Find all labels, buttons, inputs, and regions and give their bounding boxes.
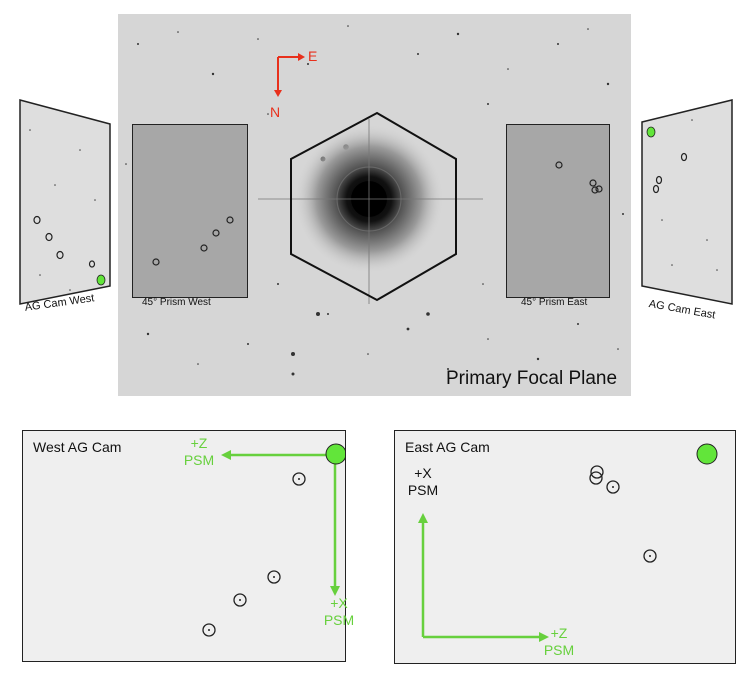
focal-plane-title: Primary Focal Plane (446, 368, 618, 389)
prism-west-label: 45° Prism West (142, 297, 211, 308)
star-circle (212, 229, 220, 237)
star-circle (45, 232, 53, 242)
west-ag-cam-panel: West AG Cam +Z PSM +X PSM (22, 430, 354, 662)
west-z-axis-label: +Z PSM (183, 435, 215, 468)
prism-east-label: 45° Prism East (521, 297, 588, 308)
star-circle (652, 184, 660, 194)
west-x-axis-label: +X PSM (323, 595, 355, 628)
star-circle (591, 186, 599, 194)
star-circle (589, 471, 603, 485)
star-circle (200, 244, 208, 252)
star-circle (589, 179, 597, 187)
prism-east-box (506, 124, 610, 298)
star-circle (56, 250, 64, 260)
green-marker-icon (96, 274, 106, 286)
green-marker-icon (696, 443, 718, 465)
star-field: E N (125, 25, 624, 376)
primary-focal-plane: E N 45° Prism West 45° Prism East Primar… (118, 14, 631, 396)
east-ag-cam-panel: East AG Cam +X PSM +Z PSM (394, 430, 736, 664)
compass-icon (274, 53, 305, 97)
compass-north-label: N (270, 104, 280, 120)
east-panel-title: East AG Cam (405, 439, 490, 455)
star-circle (88, 260, 96, 268)
star-circle (33, 215, 41, 225)
arrow-up-icon (418, 513, 428, 523)
star-circle (595, 185, 603, 193)
ag-cam-east-panel (641, 99, 733, 305)
green-marker-icon (646, 126, 656, 138)
ag-cam-west-panel (19, 99, 111, 305)
star-circle (606, 480, 620, 494)
west-panel-title: West AG Cam (33, 439, 122, 455)
arrow-right-icon (539, 632, 549, 642)
arrow-down-icon (330, 586, 340, 596)
star-circle (590, 465, 604, 479)
star-circle (233, 593, 247, 607)
east-z-axis-label: +Z PSM (543, 625, 575, 658)
star-circle (655, 175, 663, 185)
star-circle (292, 472, 306, 486)
star-circle (555, 161, 563, 169)
compass-east-label: E (308, 48, 317, 64)
star-circle (680, 152, 688, 162)
star-circle (202, 623, 216, 637)
arrow-left-icon (221, 450, 231, 460)
prism-west-box (132, 124, 248, 298)
star-circle (152, 258, 160, 266)
hexagon-outline (290, 111, 457, 302)
star-circle (643, 549, 657, 563)
green-marker-icon (325, 443, 345, 465)
star-circle (226, 216, 234, 224)
east-x-axis-label: +X PSM (407, 465, 439, 498)
star-circle (267, 570, 281, 584)
